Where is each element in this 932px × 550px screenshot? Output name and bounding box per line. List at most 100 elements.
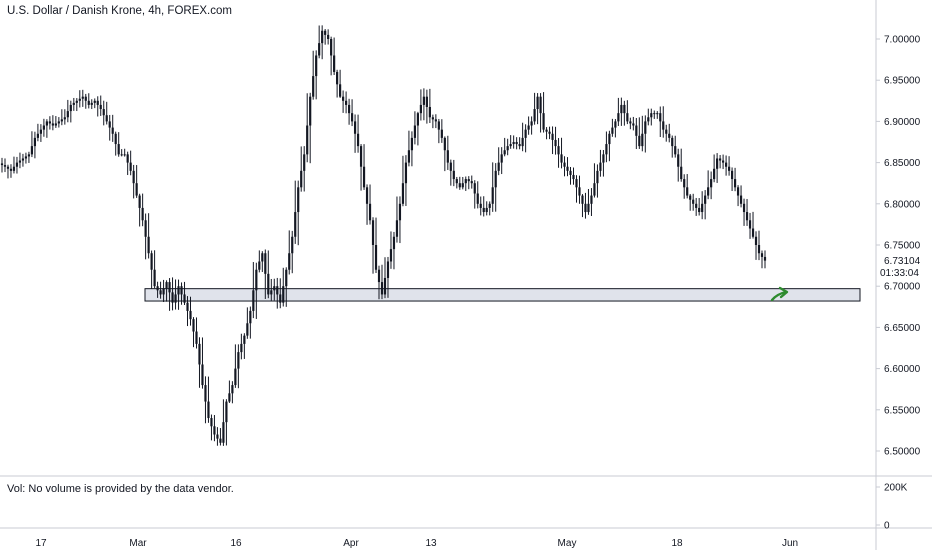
candle-body — [285, 269, 288, 287]
candle-body — [389, 249, 393, 262]
candle-body — [638, 135, 641, 147]
candle-body — [635, 125, 638, 136]
price-axis[interactable]: 7.00000 6.95000 6.90000 6.85000 6.80000 6.750… — [876, 35, 921, 458]
candle-body — [701, 203, 704, 213]
price-tick-label: 6.80000 — [884, 199, 921, 210]
candle-body — [162, 288, 165, 295]
candle-body — [192, 319, 195, 332]
candle-body — [347, 104, 351, 114]
candle-body — [572, 174, 575, 180]
time-tick-label: 13 — [425, 538, 437, 549]
time-tick-label: May — [558, 538, 577, 549]
volume-pane-message: Vol: No volume is provided by the data v… — [7, 483, 234, 495]
candle-body — [587, 203, 590, 213]
candle-body — [18, 160, 22, 163]
candle-body — [51, 123, 54, 126]
candle-body — [539, 96, 542, 114]
candle-body — [303, 154, 306, 171]
support-zone[interactable] — [144, 288, 861, 302]
price-tick-label: 7.00000 — [884, 35, 921, 46]
candle-body — [237, 352, 240, 369]
time-tick-label: 17 — [35, 538, 47, 549]
price-tick-label: 6.90000 — [884, 117, 921, 128]
candle-body — [102, 109, 105, 116]
candle-body — [410, 137, 414, 151]
candle-body — [760, 253, 764, 257]
candle-body — [401, 183, 405, 204]
candle-body — [542, 113, 545, 130]
candle-body — [318, 43, 321, 56]
candle-body — [704, 195, 707, 204]
candle-body — [653, 113, 656, 115]
candle-body — [249, 310, 252, 324]
candle-body — [763, 256, 767, 261]
volume-tick-label: 0 — [884, 521, 890, 532]
arrow-head — [778, 286, 789, 299]
candle-body — [174, 294, 177, 303]
candle-body — [333, 55, 336, 72]
candle-body — [270, 290, 273, 295]
candle-body — [620, 104, 623, 114]
candle-body — [66, 111, 69, 118]
candle-body — [623, 104, 626, 114]
candle-body — [742, 203, 746, 213]
candle-body — [210, 418, 213, 427]
candle-body — [231, 385, 234, 394]
candle-body — [485, 207, 488, 213]
time-tick-label: Jun — [782, 538, 798, 549]
candle-body — [736, 187, 740, 196]
candle-body — [530, 121, 533, 126]
price-tick-label: 6.70000 — [884, 282, 921, 293]
candle-body — [599, 162, 602, 171]
candle-body — [324, 30, 327, 35]
candle-body — [258, 261, 261, 270]
candle-body — [234, 368, 237, 386]
candle-body — [261, 253, 264, 262]
candle-body — [114, 133, 117, 145]
candle-body — [279, 294, 282, 303]
candle-body — [650, 113, 653, 118]
candle-body — [494, 170, 497, 188]
candle-body — [727, 166, 731, 171]
candle-body — [449, 162, 452, 171]
candle-body — [213, 426, 216, 435]
candle-body — [189, 310, 192, 320]
candle-body — [198, 343, 201, 365]
candle-body — [0, 163, 4, 166]
candle-body — [336, 71, 339, 85]
candle-body — [168, 282, 171, 293]
candle-body — [677, 154, 680, 167]
candle-body — [353, 121, 357, 134]
candle-body — [78, 98, 81, 101]
candle-body — [440, 129, 443, 138]
candle-body — [383, 277, 387, 295]
candle-body — [745, 212, 749, 221]
price-tick-label: 6.95000 — [884, 76, 921, 87]
time-axis[interactable]: 17 Mar 16 Apr 13 May 18 Jun — [35, 538, 798, 549]
candle-body — [132, 170, 135, 184]
candle-body — [150, 253, 153, 270]
candle-body — [437, 121, 440, 130]
candle-body — [512, 142, 515, 145]
candle-body — [713, 168, 716, 180]
time-tick-label: 16 — [230, 538, 242, 549]
candle-body — [204, 385, 207, 402]
candle-body — [159, 290, 162, 295]
candle-body — [608, 133, 611, 145]
candle-body — [386, 261, 390, 278]
candle-body — [443, 137, 446, 151]
candle-body — [368, 203, 372, 221]
candle-body — [632, 123, 635, 126]
candle-body — [730, 170, 734, 180]
arrow-annotation[interactable] — [770, 286, 789, 302]
candle-body — [45, 121, 48, 126]
candle-body — [566, 166, 569, 171]
price-series — [0, 25, 767, 446]
candle-body — [300, 170, 303, 188]
candle-body — [395, 220, 399, 237]
candle-body — [509, 144, 512, 147]
candle-body — [506, 146, 509, 151]
